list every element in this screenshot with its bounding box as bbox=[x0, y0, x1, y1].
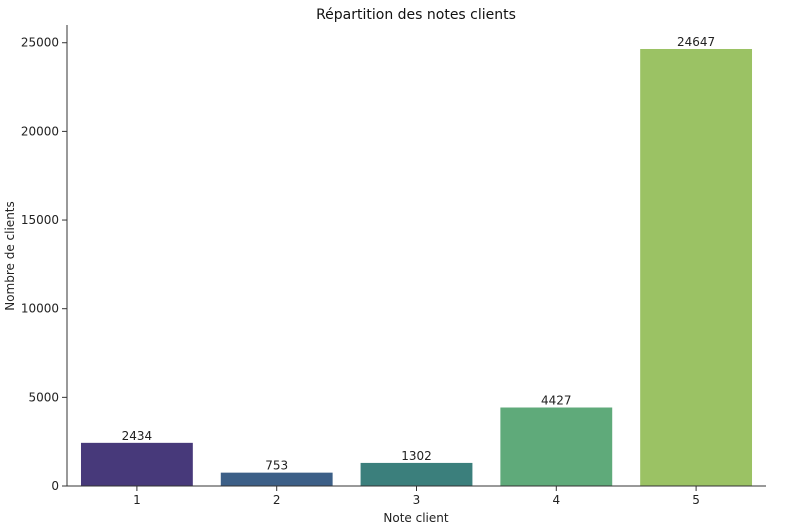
data-label-5: 24647 bbox=[677, 35, 715, 49]
x-tick-label: 1 bbox=[133, 493, 141, 507]
bar-5 bbox=[640, 48, 753, 486]
bar-3 bbox=[360, 462, 473, 486]
chart-title: Répartition des notes clients bbox=[316, 7, 516, 23]
data-label-3: 1302 bbox=[401, 449, 432, 463]
bar-2 bbox=[220, 472, 333, 486]
x-tick-label: 2 bbox=[273, 493, 281, 507]
data-label-1: 2434 bbox=[122, 429, 153, 443]
data-label-2: 753 bbox=[265, 459, 288, 473]
bar-4 bbox=[500, 407, 613, 486]
data-labels: 2434 753 1302 4427 24647 bbox=[122, 35, 716, 473]
bars bbox=[80, 48, 753, 486]
bar-1 bbox=[80, 442, 193, 486]
y-axis: 0 5000 10000 15000 20000 25000 bbox=[21, 36, 67, 493]
y-tick-label: 25000 bbox=[21, 36, 59, 50]
x-tick-label: 5 bbox=[692, 493, 700, 507]
data-label-4: 4427 bbox=[541, 394, 572, 408]
x-tick-label: 3 bbox=[413, 493, 421, 507]
y-tick-label: 15000 bbox=[21, 213, 59, 227]
x-axis: 1 2 3 4 5 bbox=[133, 486, 700, 507]
x-axis-title: Note client bbox=[383, 511, 448, 525]
y-tick-label: 10000 bbox=[21, 302, 59, 316]
x-tick-label: 4 bbox=[552, 493, 560, 507]
y-tick-label: 20000 bbox=[21, 124, 59, 138]
y-tick-label: 5000 bbox=[28, 390, 59, 404]
y-axis-title: Nombre de clients bbox=[3, 201, 17, 311]
y-tick-label: 0 bbox=[51, 479, 59, 493]
